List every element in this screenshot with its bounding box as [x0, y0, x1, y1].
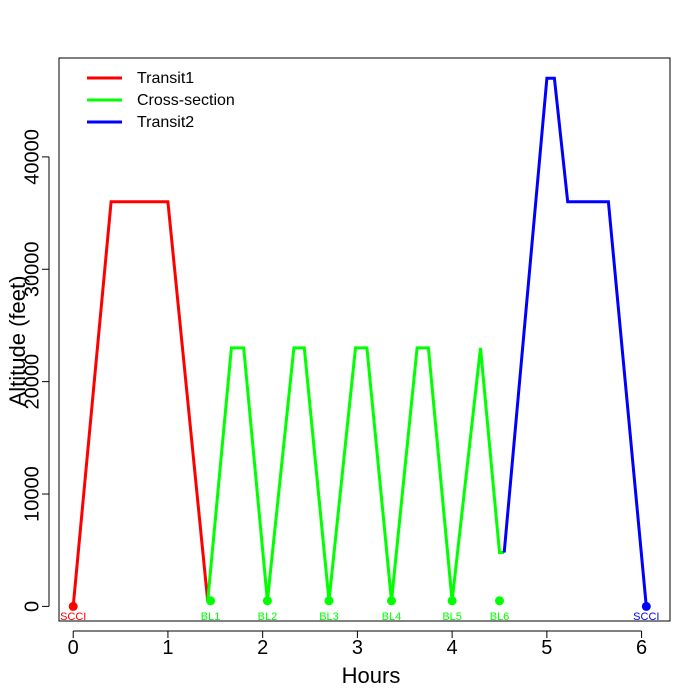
waypoint-markers: SCCI BL1 BL2 BL3 BL4 BL5 BL6 SCCI [60, 596, 659, 623]
marker-point [386, 596, 396, 606]
marker-point [262, 596, 272, 606]
legend-label: Cross-section [137, 92, 235, 109]
x-axis-title: Hours [342, 663, 401, 688]
marker-point [447, 596, 457, 606]
marker-label: BL4 [382, 611, 402, 623]
legend-label: Transit2 [137, 114, 194, 131]
legend: Transit1 Cross-section Transit2 [87, 70, 235, 131]
y-axis-title: Altitude (feet) [5, 276, 30, 407]
y-tick-label: 0 [21, 601, 43, 612]
series-line-cross-section [206, 346, 505, 601]
series-line-transit1 [71, 200, 210, 607]
legend-label: Transit1 [137, 70, 194, 87]
y-axis: 0 10000 20000 30000 40000 [21, 129, 50, 612]
y-tick-label: 20000 [21, 354, 43, 410]
marker-point [641, 601, 651, 611]
marker-label: BL6 [490, 611, 510, 623]
series-line-transit2 [502, 76, 648, 607]
marker-point [206, 596, 216, 606]
marker-label: BL5 [442, 611, 462, 623]
marker-point [494, 596, 504, 606]
x-tick-label: 2 [257, 637, 268, 659]
marker-label: BL2 [258, 611, 278, 623]
x-axis: 0 1 2 3 4 5 6 [68, 630, 647, 659]
y-tick-label: 30000 [21, 241, 43, 297]
x-tick-label: 4 [447, 637, 458, 659]
marker-label: SCCI [60, 611, 86, 623]
y-tick-label: 40000 [21, 129, 43, 185]
marker-label: BL1 [201, 611, 221, 623]
x-tick-label: 0 [68, 637, 79, 659]
x-tick-label: 1 [162, 637, 173, 659]
series-lines [71, 76, 648, 607]
marker-label: SCCI [633, 611, 659, 623]
marker-point [68, 601, 78, 611]
marker-label: BL3 [319, 611, 339, 623]
plot-frame [58, 57, 671, 622]
marker-point [324, 596, 334, 606]
x-tick-label: 5 [541, 637, 552, 659]
x-tick-label: 3 [352, 637, 363, 659]
y-tick-label: 10000 [21, 466, 43, 522]
x-tick-label: 6 [636, 637, 647, 659]
